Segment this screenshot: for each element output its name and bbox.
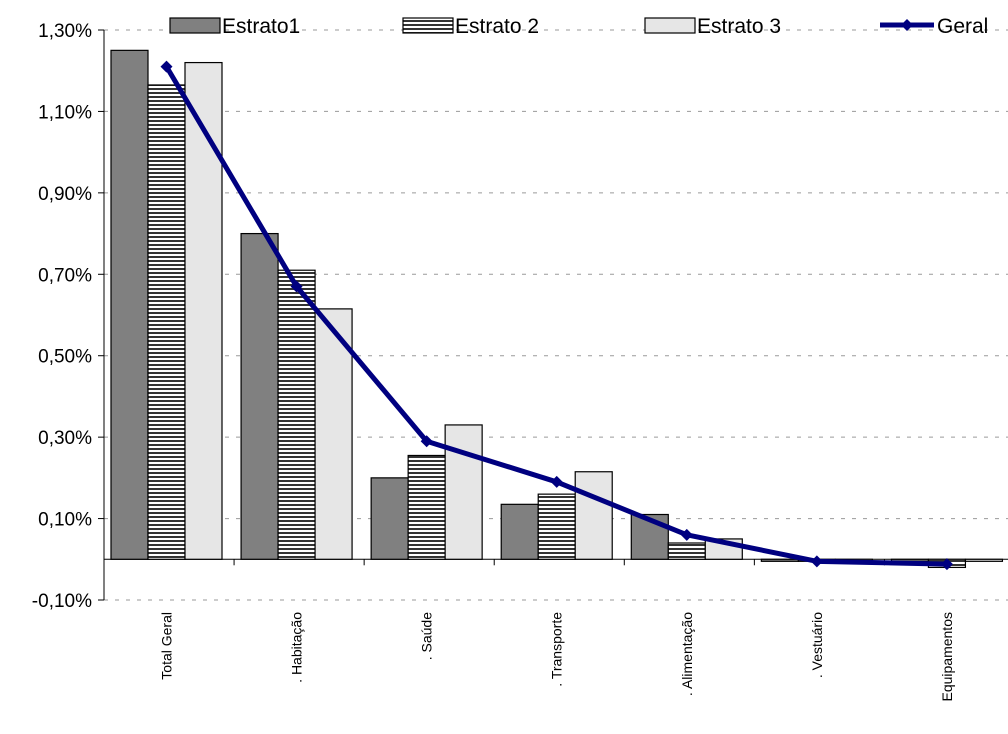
x-tick-label: . Alimentação [679, 612, 695, 696]
x-tick-label: Total Geral [159, 612, 175, 680]
bar-estrato3-6 [964, 558, 1004, 562]
bar-estrato2-3 [537, 493, 576, 560]
y-tick-label: 1,10% [38, 102, 92, 123]
bar-estrato1-0 [110, 49, 149, 560]
marker-geral-3 [550, 475, 563, 488]
tick-labels: -0,10% 0,10% 0,30% 0,50% 0,70% 0,90% 1,10% 1,30… [32, 21, 955, 702]
marker-geral-5 [810, 555, 823, 568]
x-tick-label: . Saúde [419, 612, 435, 660]
marker-geral-2 [420, 435, 433, 448]
y-tick-label: 1,30% [38, 21, 92, 42]
bar-estrato1-1 [240, 232, 279, 560]
marker-geral-4 [680, 528, 693, 541]
y-tick-label: 0,10% [38, 510, 92, 531]
bar-estrato2-1 [277, 269, 316, 560]
legend-label-estrato1: Estrato1 [222, 15, 300, 38]
legend-label-estrato2: Estrato 2 [455, 15, 539, 38]
y-tick-label: -0,10% [32, 591, 92, 612]
x-tick-label: . Transporte [549, 612, 565, 687]
bar-estrato2-2 [407, 454, 446, 560]
bar-estrato3-2 [444, 424, 483, 560]
legend-label-estrato3: Estrato 3 [697, 15, 781, 38]
legend: Estrato1 Estrato 2 Estrato 3 Geral [169, 15, 988, 38]
legend-swatch-estrato1 [169, 17, 221, 34]
legend-swatch-estrato3 [644, 17, 696, 34]
bar-estrato1-2 [370, 477, 409, 560]
marker-geral-0 [160, 60, 173, 73]
legend-label-geral: Geral [937, 15, 988, 38]
legend-marker-geral [901, 19, 913, 31]
bar-estrato3-1 [314, 308, 353, 560]
bars [110, 49, 1004, 569]
y-tick-label: 0,70% [38, 265, 92, 286]
y-tick-label: 0,90% [38, 184, 92, 205]
y-tick-label: 0,30% [38, 428, 92, 449]
bar-estrato3-3 [574, 471, 613, 560]
bar-estrato1-5 [760, 558, 799, 562]
bar-estrato1-4 [630, 513, 669, 560]
marker-geral-1 [290, 280, 303, 293]
bar-estrato2-0 [147, 84, 186, 560]
bar-estrato3-0 [184, 61, 223, 560]
x-tick-label: Equipamentos [939, 612, 955, 702]
line-series [160, 60, 953, 571]
legend-swatch-estrato2 [402, 17, 454, 34]
x-tick-label: . Habitação [289, 612, 305, 683]
bar-estrato2-4 [667, 542, 706, 560]
x-tick-label: . Vestuário [809, 612, 825, 678]
marker-geral-6 [940, 558, 953, 571]
bar-estrato1-3 [500, 503, 539, 560]
y-tick-label: 0,50% [38, 347, 92, 368]
